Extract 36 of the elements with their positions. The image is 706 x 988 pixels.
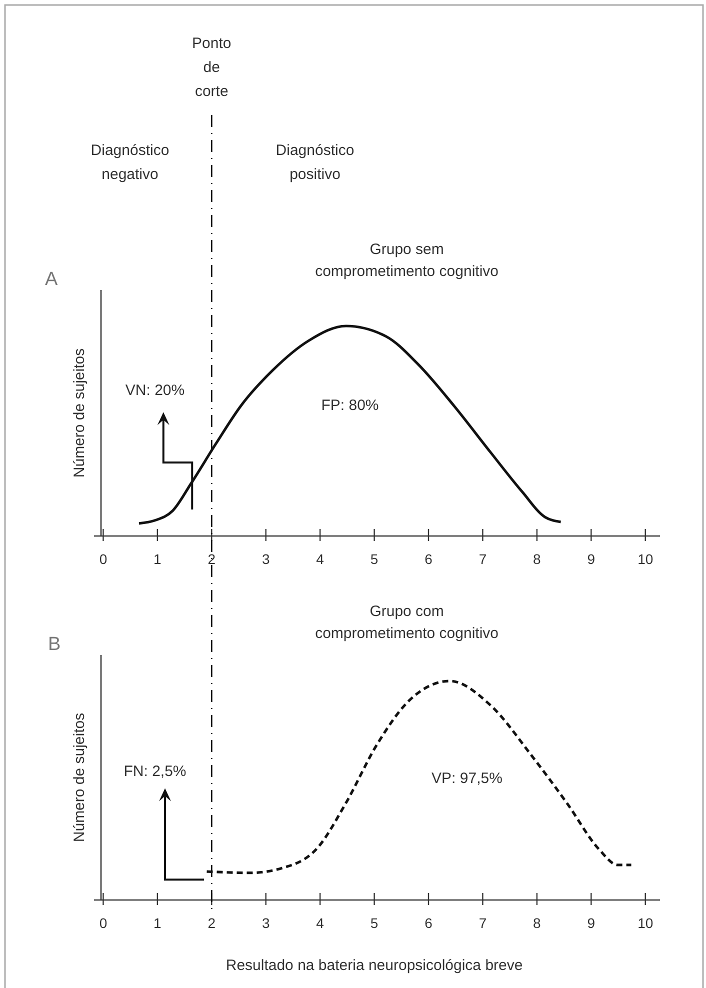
annotation: VP: 97,5% bbox=[432, 770, 502, 787]
chart-title: Grupo sem comprometimento cognitivo bbox=[315, 241, 499, 280]
text: A bbox=[45, 269, 58, 290]
x-tick-label: 8 bbox=[533, 551, 542, 567]
x-tick-label: 10 bbox=[638, 551, 654, 567]
chart-title: Grupo com comprometimento cognitivo bbox=[315, 603, 499, 642]
x-tick-label: 0 bbox=[99, 915, 108, 931]
x-tick-label: 9 bbox=[587, 551, 596, 567]
ref-line-label: Ponto de corte bbox=[192, 35, 232, 100]
x-tick-label: 5 bbox=[370, 551, 378, 567]
x-tick-label: 1 bbox=[154, 551, 162, 567]
x-tick-label: 4 bbox=[316, 551, 324, 567]
x-axis-title: Resultado na bateria neuropsicológica breve bbox=[226, 957, 523, 974]
x-tick-label: 1 bbox=[154, 915, 162, 931]
x-tick-label: 6 bbox=[424, 551, 433, 567]
y-axis-title: Número de sujeitos bbox=[71, 712, 88, 842]
x-tick-label: 8 bbox=[533, 915, 542, 931]
y-axis-title: Número de sujeitos bbox=[71, 348, 88, 478]
x-tick-label: 5 bbox=[370, 915, 378, 931]
annotation: FN: 2,5% bbox=[124, 763, 186, 780]
x-tick-label: 0 bbox=[99, 551, 108, 567]
x-tick-label: 2 bbox=[208, 915, 216, 931]
x-tick-label: 3 bbox=[262, 915, 270, 931]
annotation: FP: 80% bbox=[321, 397, 379, 414]
text: Diagnóstico negativo bbox=[90, 142, 170, 183]
x-tick-label: 7 bbox=[478, 915, 487, 931]
text: B bbox=[48, 634, 61, 655]
text: Diagnóstico positivo bbox=[276, 142, 354, 183]
annotation: VN: 20% bbox=[125, 382, 185, 399]
x-tick-label: 3 bbox=[262, 551, 270, 567]
x-tick-label: 10 bbox=[638, 915, 654, 931]
x-tick-label: 9 bbox=[587, 915, 596, 931]
x-tick-label: 2 bbox=[208, 551, 216, 567]
x-tick-label: 7 bbox=[478, 551, 487, 567]
x-tick-label: 6 bbox=[424, 915, 433, 931]
x-tick-label: 4 bbox=[316, 915, 324, 931]
